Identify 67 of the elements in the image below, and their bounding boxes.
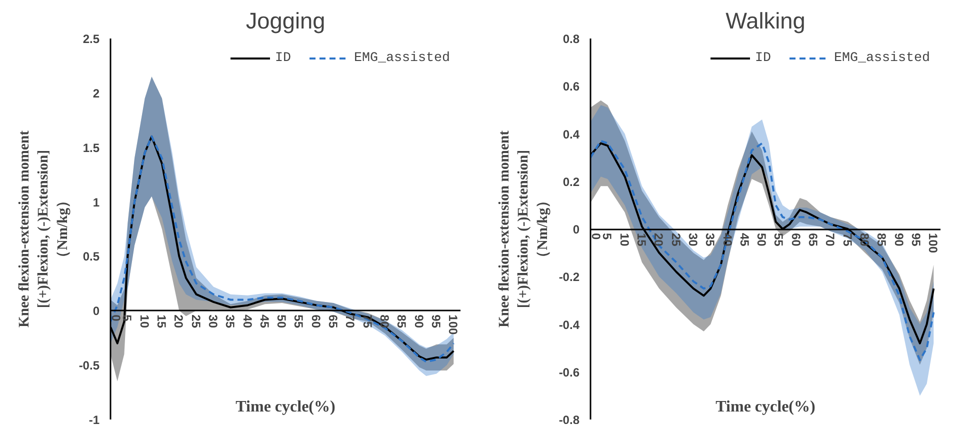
x-tick-label: 95 [428,314,443,328]
x-tick-label: 75 [360,314,374,328]
x-tick-label: 5 [120,314,134,322]
y-tick-label: -0.6 [558,365,580,380]
y-tick-label: 1 [92,195,100,210]
legend-label: ID [755,50,772,66]
x-tick-label: 40 [240,314,254,328]
x-tick-label: 90 [412,314,426,328]
x-tick-label: 80 [378,314,392,328]
chart-title: Jogging [246,8,326,34]
y-tick-label: 0.5 [82,250,100,264]
x-axis-title: Time cycle(%) [716,398,816,416]
y-axis-title: Knee flexion-extension moment [(+)Flexion, (-)Extension] （Nm/kg） [496,130,551,328]
y-tick-label: 0.2 [562,174,580,189]
x-tick-label: 35 [223,314,238,328]
x-tick-label: 45 [257,314,272,328]
y-tick-label: 2 [92,86,100,100]
x-tick-label: 0 [109,314,123,322]
x-tick-label: 90 [892,233,906,247]
legend-label: ID [275,50,292,66]
legend-label: EMG_assisted [354,50,450,66]
x-tick-label: 25 [668,233,683,247]
x-tick-label: 65 [806,233,820,247]
x-tick-label: 15 [154,314,168,328]
y-tick-label: -0.5 [78,358,100,373]
y-tick-label: 0.4 [562,127,580,142]
y-tick-label: -0.4 [558,318,580,332]
x-tick-label: 70 [343,314,358,328]
x-tick-label: 75 [840,233,854,247]
x-axis-title: Time cycle(%) [236,398,336,416]
x-tick-label: 40 [720,233,734,247]
x-tick-label: 45 [737,233,752,247]
x-tick-label: 50 [274,314,289,328]
x-tick-label: 50 [754,233,769,247]
x-tick-label: 85 [874,233,889,247]
y-tick-label: -1 [88,413,100,427]
x-tick-label: 60 [308,314,323,328]
x-tick-label: 70 [823,233,838,247]
x-tick-label: 60 [788,233,803,247]
x-tick-label: 30 [686,233,700,247]
y-tick-label: -0.8 [558,413,580,427]
x-tick-label: 0 [589,233,603,240]
x-tick-label: 100 [926,233,940,254]
x-tick-label: 20 [652,233,666,247]
legend-label: EMG_assisted [834,50,930,66]
x-tick-label: 65 [326,314,340,328]
x-tick-label: 15 [634,233,648,247]
y-tick-label: -0.2 [558,270,580,284]
y-axis-title: Knee flexion-extension moment [(+)Flexion, (-)Extension] （Nm/kg） [16,130,71,328]
chart-title: Walking [726,8,806,34]
x-tick-label: 25 [188,314,203,328]
y-tick-label: 1.5 [82,140,100,155]
y-tick-label: 0.6 [562,80,580,94]
x-tick-label: 10 [137,314,152,328]
x-tick-label: 80 [858,233,872,247]
y-tick-label: 0.8 [562,32,580,46]
x-tick-label: 5 [600,233,614,240]
x-tick-label: 35 [703,233,718,247]
x-tick-label: 55 [772,233,786,247]
y-tick-label: 2.5 [82,32,100,46]
x-tick-label: 10 [617,233,632,247]
x-tick-label: 100 [446,314,460,335]
x-tick-label: 20 [172,314,186,328]
x-tick-label: 30 [206,314,220,328]
x-tick-label: 85 [394,314,409,328]
x-tick-label: 55 [292,314,306,328]
x-tick-label: 95 [908,233,923,247]
